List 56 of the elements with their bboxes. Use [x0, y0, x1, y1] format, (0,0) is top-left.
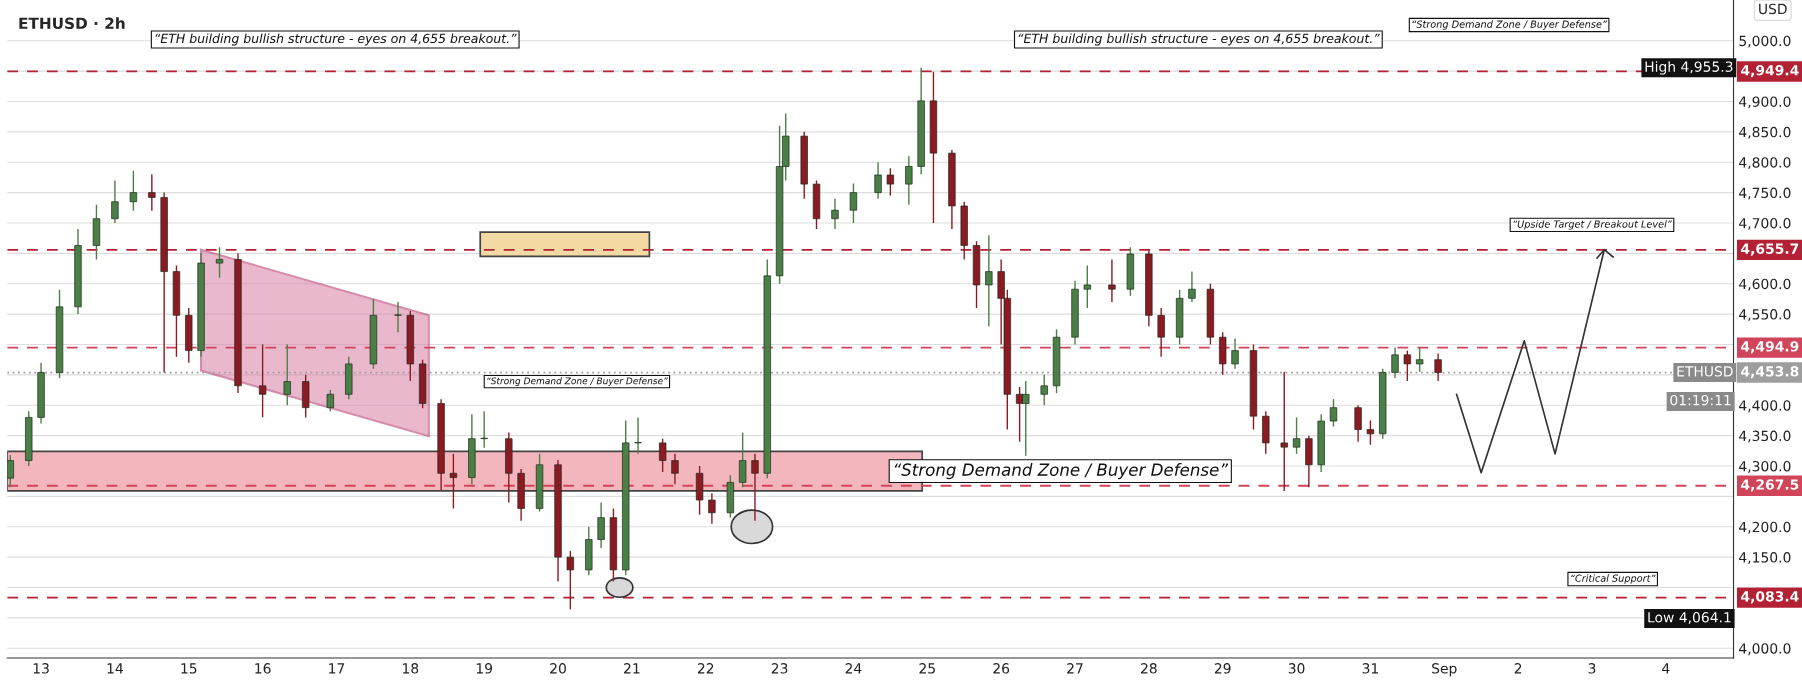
y-tick-label: 4,300.0 — [1739, 460, 1791, 473]
ref-line-label: 4,494.9 — [1741, 341, 1799, 354]
x-tick-label: 29 — [1214, 663, 1231, 674]
x-tick-label: 16 — [255, 663, 271, 674]
y-tick-label: 4,150.0 — [1739, 552, 1791, 565]
text: ETHUSD · 2h — [19, 17, 125, 30]
x-tick-label: 30 — [1288, 663, 1305, 674]
x-tick-label: 18 — [403, 663, 419, 674]
y-tick-label: 4,200.0 — [1739, 521, 1791, 534]
ref-line-label: 4,453.8 — [1741, 366, 1799, 379]
annotation: High 4,955.3 — [1645, 61, 1733, 75]
y-tick-label: 4,550.0 — [1739, 309, 1791, 321]
y-tick-label: 4,350.0 — [1739, 430, 1791, 443]
x-tick-label: 15 — [181, 663, 197, 674]
y-tick-label: 5,000.0 — [1739, 35, 1791, 48]
x-tick-label: 27 — [1067, 663, 1083, 674]
x-tick-label: 22 — [697, 663, 714, 674]
y-tick-label: 4,900.0 — [1739, 96, 1791, 109]
y-tick-label: 4,700.0 — [1739, 217, 1791, 230]
y-tick-label: 4,600.0 — [1739, 278, 1791, 291]
annotation: “ETH building bullish structure - eyes on 4,655 breakout.” — [1018, 33, 1380, 46]
ref-line-label: 4,655.7 — [1741, 243, 1799, 256]
x-tick-label: 19 — [476, 663, 493, 674]
x-tick-label: Sep — [1432, 663, 1457, 677]
x-tick-label: 21 — [624, 663, 640, 674]
annotation: 01:19:11 — [1670, 394, 1731, 406]
y-tick-label: 4,750.0 — [1739, 187, 1791, 200]
ref-line-label: 4,267.5 — [1741, 479, 1799, 492]
x-tick-label: 3 — [1588, 663, 1596, 674]
x-tick-label: 20 — [550, 663, 566, 674]
x-tick-label: 17 — [329, 663, 345, 674]
annotation: “Critical Support” — [1571, 574, 1656, 584]
x-tick-label: 14 — [107, 663, 123, 674]
x-tick-label: 13 — [33, 663, 49, 674]
y-tick-label: 4,850.0 — [1739, 126, 1791, 139]
text: USD — [1759, 3, 1787, 15]
y-tick-label: 4,000.0 — [1739, 643, 1791, 656]
x-tick-label: 24 — [845, 663, 862, 674]
annotation: ETHUSD — [1677, 366, 1733, 377]
x-tick-label: 2 — [1514, 663, 1522, 674]
x-tick-label: 23 — [771, 663, 788, 674]
annotation: “Strong Demand Zone / Buyer Defense” — [894, 463, 1229, 480]
y-tick-label: 4,800.0 — [1739, 157, 1791, 170]
annotation: “ETH building bullish structure - eyes on 4,655 breakout.” — [155, 33, 517, 46]
x-tick-label: 26 — [993, 663, 1010, 674]
x-tick-label: 4 — [1662, 663, 1670, 674]
annotation: Low 4,064.1 — [1648, 612, 1731, 624]
annotation: “Strong Demand Zone / Buyer Defense” — [487, 377, 668, 387]
annotation: “Strong Demand Zone / Buyer Defense” — [1412, 20, 1608, 30]
annotation: “Upside Target / Breakout Level” — [1513, 220, 1672, 230]
x-tick-label: 25 — [919, 663, 935, 674]
ref-line-label: 4,083.4 — [1741, 591, 1799, 604]
y-tick-label: 4,400.0 — [1739, 400, 1791, 413]
x-tick-label: 28 — [1141, 663, 1157, 674]
x-tick-label: 31 — [1362, 663, 1378, 674]
ref-line-label: 4,949.4 — [1741, 64, 1799, 78]
